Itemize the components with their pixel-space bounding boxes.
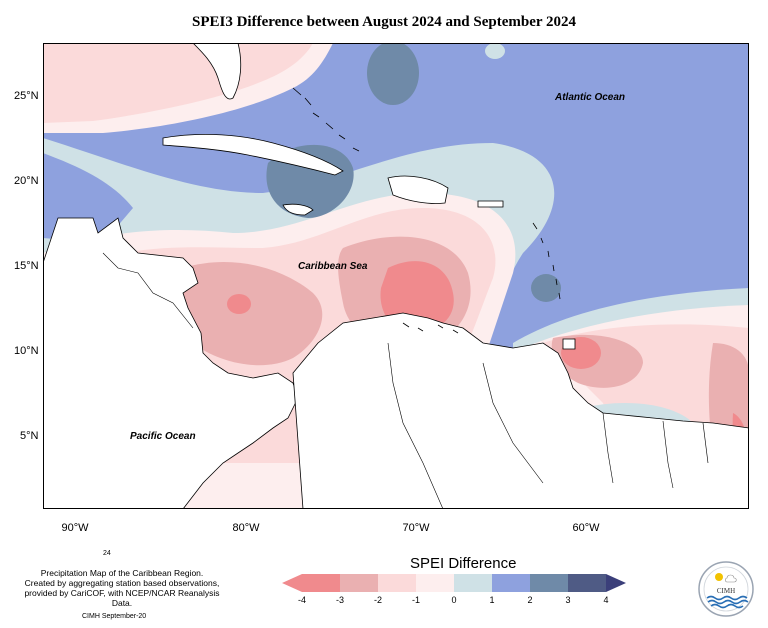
color-legend-bar [282,574,626,592]
logo-text: CIMH [717,587,735,595]
atlantic-ocean-label: Atlantic Ocean [555,92,626,103]
wave-icon [707,599,749,605]
credit-footer: CIMH September-20 [82,613,147,620]
legend-swatch [416,574,454,592]
legend-tick: -1 [411,595,420,605]
lat-label-25n: 25°N [14,90,39,102]
credit-line: Precipitation Map of the Caribbean Regio… [40,568,204,578]
legend-swatch [492,574,530,592]
legend-swatch [378,574,416,592]
legend-swatch [340,574,378,592]
credit-line: Created by aggregating station based obs… [24,578,220,588]
legend-swatch [530,574,568,592]
lat-label-5n: 5°N [20,430,39,442]
legend-tick: -3 [335,595,344,605]
lon-label-90w: 90°W [61,522,89,534]
sun-icon [715,573,723,581]
cimh-logo: CIMH [698,561,754,617]
credit-text: Precipitation Map of the Caribbean Regio… [22,568,222,608]
lon-label-70w: 70°W [402,522,430,534]
legend-swatch [454,574,492,592]
credit-line: provided by CariCOF, with NCEP/NCAR Rean… [24,588,220,608]
legend-swatch [568,574,606,592]
spei-difference-map [43,43,749,509]
caribbean-sea-label: Caribbean Sea [298,261,368,272]
lon-label-80w: 80°W [232,522,260,534]
legend-tick: 4 [603,595,609,605]
legend-tick: 1 [489,595,495,605]
legend-arrow-right [606,574,626,592]
map-title: SPEI3 Difference between August 2024 and… [191,14,577,30]
lat-label-10n: 10°N [14,345,39,357]
lat-label-20n: 20°N [14,175,39,187]
legend-arrow-left [282,574,302,592]
legend-title: SPEI Difference [410,555,517,572]
legend-tick: 2 [527,595,533,605]
lon-label-60w: 60°W [572,522,600,534]
legend-tick: -2 [373,595,382,605]
legend-swatch [302,574,340,592]
credit-number: 24 [103,550,111,557]
wave-icon [706,595,748,601]
cloud-icon [725,574,737,583]
wave-icon [710,603,744,609]
legend-tick: 3 [565,595,571,605]
legend-tick: 0 [451,595,457,605]
legend-tick: -4 [297,595,306,605]
pacific-ocean-label: Pacific Ocean [130,431,196,442]
lat-label-15n: 15°N [14,260,39,272]
